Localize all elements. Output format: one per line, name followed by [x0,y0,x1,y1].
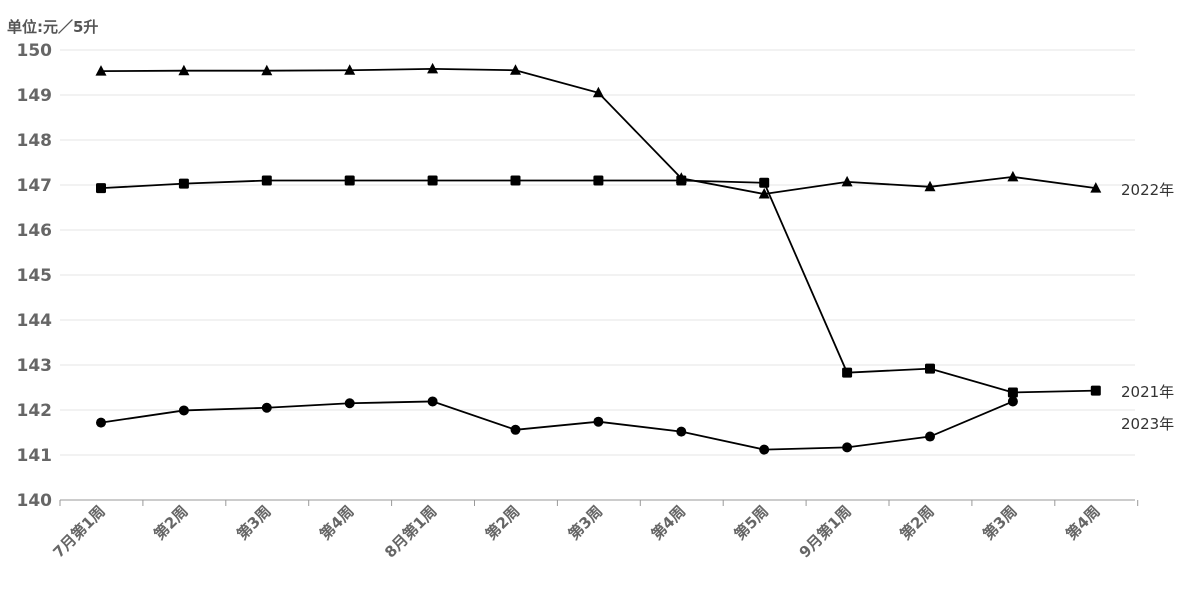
data-point [593,416,604,427]
y-tick-label: 145 [17,266,53,286]
data-point [427,175,438,186]
x-tick-label: 第3周 [979,502,1020,543]
data-point [1007,170,1019,182]
x-tick-label: 第4周 [1062,502,1103,543]
data-point [676,426,687,437]
gridlines [60,49,1135,456]
data-point [1090,182,1102,193]
x-tick-label: 第3周 [565,502,606,543]
series-line [100,179,1096,394]
data-point [261,402,272,413]
x-tick-label: 第2周 [482,502,523,543]
data-point [510,175,521,186]
data-point [758,188,770,199]
unit-label: 单位:元／5升 [7,18,98,36]
data-point [841,175,853,187]
y-tick-label: 147 [17,176,53,196]
data-point [178,405,189,416]
y-tick-label: 146 [17,221,53,241]
data-point [510,64,521,75]
data-point [178,64,190,76]
data-point [261,175,272,186]
series [95,62,1102,455]
data-point [178,178,189,189]
y-tick-label: 143 [17,356,53,376]
data-point [427,396,438,407]
data-point [842,442,853,453]
y-tick-label: 149 [17,86,53,106]
x-tick-label: 7月第1周 [50,502,109,561]
series-line [100,400,1014,451]
y-axis: 140 141 142 143 144 145 146 147 148 149 150 [17,41,53,511]
data-point [1090,385,1101,396]
x-tick-label: 第5周 [731,502,772,543]
y-tick-label: 148 [17,131,53,151]
series-2023年 [96,396,1018,455]
data-point [96,183,106,194]
data-point [344,398,355,409]
data-point [96,417,106,428]
y-tick-label: 141 [17,446,53,466]
series-2022年 [95,62,1102,199]
data-point [759,444,770,455]
y-tick-label: 142 [17,401,53,421]
data-point [344,175,355,186]
series-2021年 [96,175,1101,398]
x-tick-label: 第3周 [233,502,274,543]
data-point [510,424,521,435]
series-label: 2021年 [1121,383,1174,401]
data-point [344,64,356,75]
data-point [592,86,604,98]
x-tick-labels: 7月第1周 第2周 第3周 第4周 8月第1周 第2周 第3周 第4周 第5周 9月第1周 第2周第… [50,502,1104,561]
y-tick-label: 140 [17,491,53,511]
x-tick-label: 9月第1周 [796,502,855,561]
data-point [925,363,935,374]
data-point [842,367,853,378]
y-tick-label: 144 [17,311,53,331]
series-label: 2022年 [1121,181,1174,199]
x-tick-label: 第4周 [648,502,689,543]
data-point [925,431,935,442]
data-point [593,175,604,186]
data-point [1007,387,1018,398]
x-axis [59,499,1139,506]
data-point [261,64,273,76]
data-point [95,65,107,76]
data-point [675,172,687,183]
x-tick-label: 8月第1周 [381,502,440,561]
y-tick-label: 150 [17,41,53,61]
series-labels: 2021年 2022年 2023年 [1121,181,1174,433]
data-point [1007,396,1018,407]
x-tick-label: 第2周 [897,502,938,543]
series-label: 2023年 [1121,415,1174,433]
data-point [759,177,770,188]
x-tick-label: 第2周 [150,502,191,543]
x-tick-label: 第4周 [316,502,357,543]
data-point [427,62,439,74]
data-point [924,180,936,192]
